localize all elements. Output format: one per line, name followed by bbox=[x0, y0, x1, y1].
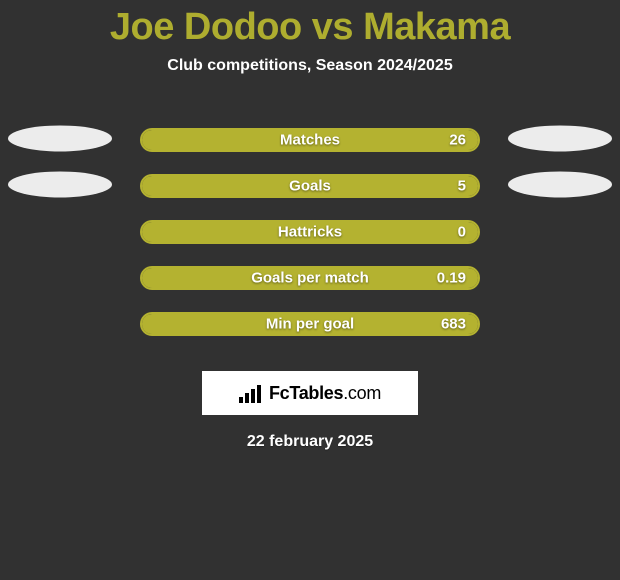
brand-text: FcTables.com bbox=[269, 383, 381, 404]
player-left-marker bbox=[8, 171, 112, 197]
brand-badge: FcTables.com bbox=[202, 371, 418, 415]
stat-value: 26 bbox=[449, 132, 466, 149]
stat-bar: Hattricks 0 bbox=[140, 220, 480, 244]
stat-row: Matches 26 bbox=[0, 117, 620, 163]
comparison-chart: Matches 26 Goals 5 Hattricks 0 Goals per match… bbox=[0, 117, 620, 347]
stat-label: Min per goal bbox=[266, 316, 354, 333]
player-right-name: Makama bbox=[363, 6, 510, 48]
stat-row: Min per goal 683 bbox=[0, 301, 620, 347]
stat-bar: Matches 26 bbox=[140, 128, 480, 152]
stat-bar: Goals per match 0.19 bbox=[140, 266, 480, 290]
stat-row: Hattricks 0 bbox=[0, 209, 620, 255]
date-label: 22 february 2025 bbox=[0, 433, 620, 451]
stat-bar: Min per goal 683 bbox=[140, 312, 480, 336]
player-right-marker bbox=[508, 171, 612, 197]
brand-name-light: .com bbox=[343, 383, 381, 403]
stat-bar: Goals 5 bbox=[140, 174, 480, 198]
player-right-marker bbox=[508, 125, 612, 151]
subtitle: Club competitions, Season 2024/2025 bbox=[0, 57, 620, 75]
stat-value: 0.19 bbox=[437, 270, 466, 287]
stat-label: Goals bbox=[289, 178, 331, 195]
stat-label: Matches bbox=[280, 132, 340, 149]
player-left-marker bbox=[8, 125, 112, 151]
stat-row: Goals 5 bbox=[0, 163, 620, 209]
stat-value: 5 bbox=[458, 178, 466, 195]
stat-row: Goals per match 0.19 bbox=[0, 255, 620, 301]
stat-value: 683 bbox=[441, 316, 466, 333]
page-title: Joe Dodoo vs Makama bbox=[0, 0, 620, 49]
player-left-name: Joe Dodoo bbox=[110, 6, 302, 48]
stat-label: Hattricks bbox=[278, 224, 342, 241]
brand-name-strong: FcTables bbox=[269, 383, 343, 403]
stat-value: 0 bbox=[458, 224, 466, 241]
chart-icon bbox=[239, 383, 263, 403]
stat-label: Goals per match bbox=[251, 270, 369, 287]
vs-separator: vs bbox=[312, 6, 353, 48]
